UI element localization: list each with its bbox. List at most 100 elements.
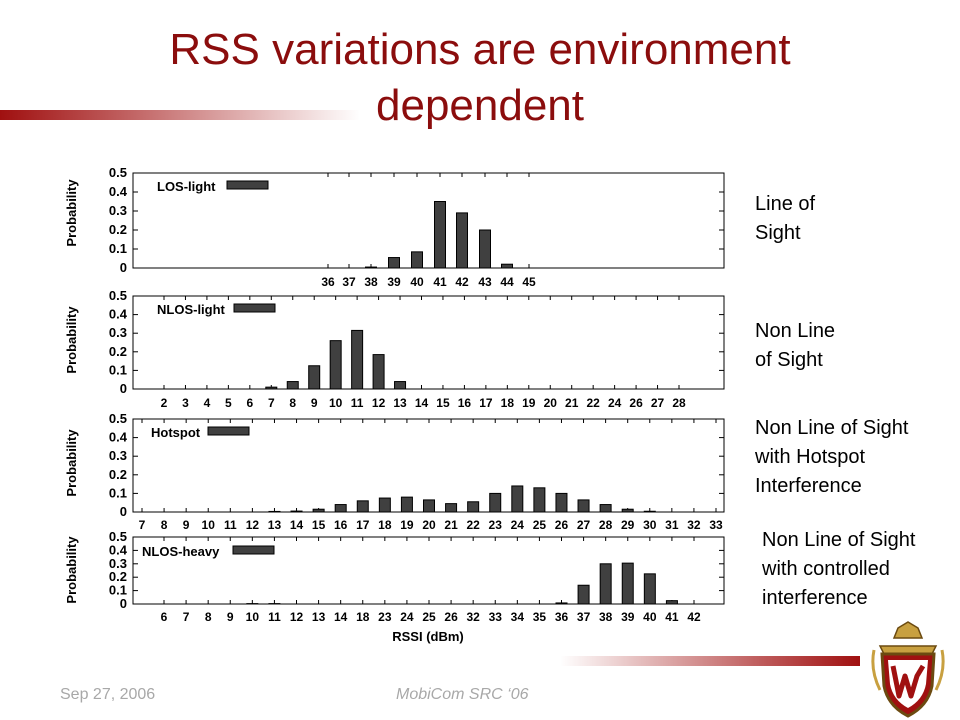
- x-tick-label: 38: [599, 610, 613, 624]
- x-tick-label: 14: [334, 610, 348, 624]
- x-tick-label: 24: [511, 518, 525, 532]
- bar: [365, 266, 377, 269]
- bar: [665, 600, 678, 605]
- y-tick-label: 0.2: [109, 344, 127, 359]
- y-tick-label: 0.1: [109, 485, 127, 500]
- bar: [643, 510, 656, 513]
- x-tick-label: 45: [522, 275, 536, 289]
- bar: [400, 496, 413, 513]
- bar: [489, 492, 502, 513]
- y-tick-label: 0.1: [109, 362, 127, 377]
- bar: [334, 504, 347, 513]
- x-tick-label: 12: [372, 396, 386, 410]
- bar: [308, 365, 321, 390]
- x-tick-label: 41: [665, 610, 679, 624]
- x-tick-label: 37: [342, 275, 356, 289]
- bar: [356, 500, 369, 513]
- x-tick-label: 7: [268, 396, 275, 410]
- x-tick-label: 33: [489, 610, 503, 624]
- x-tick-label: 6: [161, 610, 168, 624]
- bar: [394, 381, 407, 390]
- x-tick-label: 27: [651, 396, 665, 410]
- x-tick-label: 12: [290, 610, 304, 624]
- x-tick-label: 15: [436, 396, 450, 410]
- x-tick-label: 24: [400, 610, 414, 624]
- x-tick-label: 25: [533, 518, 547, 532]
- x-tick-label: 4: [204, 396, 211, 410]
- x-tick-label: 32: [687, 518, 701, 532]
- bar: [445, 503, 458, 513]
- bar: [599, 563, 612, 605]
- description-controlled: Non Line of Sight with controlled interf…: [762, 529, 916, 609]
- bar: [423, 499, 435, 513]
- x-tick-label: 23: [378, 610, 392, 624]
- legend-swatch: [207, 426, 250, 436]
- x-tick-label: 20: [422, 518, 436, 532]
- bar: [621, 508, 634, 513]
- x-tick-label: 19: [522, 396, 536, 410]
- x-tick-label: 29: [621, 518, 635, 532]
- y-tick-label: 0.3: [109, 203, 127, 218]
- x-tick-label: 10: [329, 396, 343, 410]
- x-tick-label: 3: [182, 396, 189, 410]
- x-tick-label: 21: [565, 396, 579, 410]
- x-tick-label: 7: [139, 518, 146, 532]
- x-tick-label: 18: [501, 396, 515, 410]
- bar: [555, 492, 568, 513]
- y-axis-label: Probability: [64, 429, 79, 497]
- x-tick-label: 42: [455, 275, 469, 289]
- x-tick-label: 16: [458, 396, 472, 410]
- bar: [643, 573, 656, 605]
- x-axis-label: RSSI (dBm): [392, 629, 464, 644]
- bar: [388, 257, 400, 269]
- y-tick-label: 0.3: [109, 448, 127, 463]
- x-tick-label: 32: [466, 610, 480, 624]
- description-hotspot: Non Line of Sight with Hotspot Interfere…: [755, 417, 909, 497]
- x-tick-label: 6: [246, 396, 253, 410]
- x-tick-label: 21: [444, 518, 458, 532]
- x-tick-label: 17: [479, 396, 493, 410]
- y-tick-label: 0.4: [109, 184, 128, 199]
- x-tick-label: 34: [511, 610, 525, 624]
- bar: [501, 263, 513, 269]
- x-tick-label: 23: [489, 518, 503, 532]
- x-tick-label: 9: [227, 610, 234, 624]
- bar: [411, 251, 423, 269]
- x-tick-label: 2: [161, 396, 168, 410]
- y-tick-label: 0.2: [109, 222, 127, 237]
- x-tick-label: 39: [621, 610, 635, 624]
- x-tick-label: 9: [183, 518, 190, 532]
- x-tick-label: 13: [312, 610, 326, 624]
- y-tick-label: 0.3: [109, 325, 127, 340]
- x-tick-label: 30: [643, 518, 657, 532]
- y-tick-label: 0.1: [109, 241, 127, 256]
- y-axis-label: Probability: [64, 536, 79, 604]
- description-los: Line of Sight: [755, 193, 816, 244]
- legend-swatch: [233, 303, 276, 313]
- x-tick-label: 18: [378, 518, 392, 532]
- x-tick-label: 44: [500, 275, 514, 289]
- x-tick-label: 31: [665, 518, 679, 532]
- x-tick-label: 22: [466, 518, 480, 532]
- x-tick-label: 8: [205, 610, 212, 624]
- x-tick-label: 33: [709, 518, 723, 532]
- description-nlos: Non Line of Sight: [755, 320, 836, 371]
- x-tick-label: 41: [433, 275, 447, 289]
- bottom-accent-bar: [560, 656, 860, 666]
- x-tick-label: 40: [643, 610, 657, 624]
- y-tick-label: 0.4: [109, 307, 128, 322]
- x-tick-label: 10: [202, 518, 216, 532]
- x-tick-label: 24: [608, 396, 622, 410]
- x-tick-label: 14: [415, 396, 429, 410]
- x-tick-label: 16: [334, 518, 348, 532]
- plot-frame-0: [132, 172, 725, 269]
- x-tick-label: 13: [268, 518, 282, 532]
- x-tick-label: 25: [422, 610, 436, 624]
- y-tick-label: 0: [120, 260, 127, 275]
- x-tick-label: 40: [410, 275, 424, 289]
- bar: [286, 381, 299, 390]
- x-tick-label: 7: [183, 610, 190, 624]
- bar: [577, 584, 590, 605]
- x-tick-label: 22: [586, 396, 600, 410]
